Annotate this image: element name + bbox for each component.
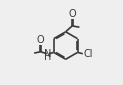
Text: N: N (44, 49, 52, 59)
Text: H: H (44, 52, 52, 62)
Text: O: O (36, 35, 44, 45)
Text: Cl: Cl (83, 49, 92, 59)
Text: O: O (69, 9, 77, 19)
